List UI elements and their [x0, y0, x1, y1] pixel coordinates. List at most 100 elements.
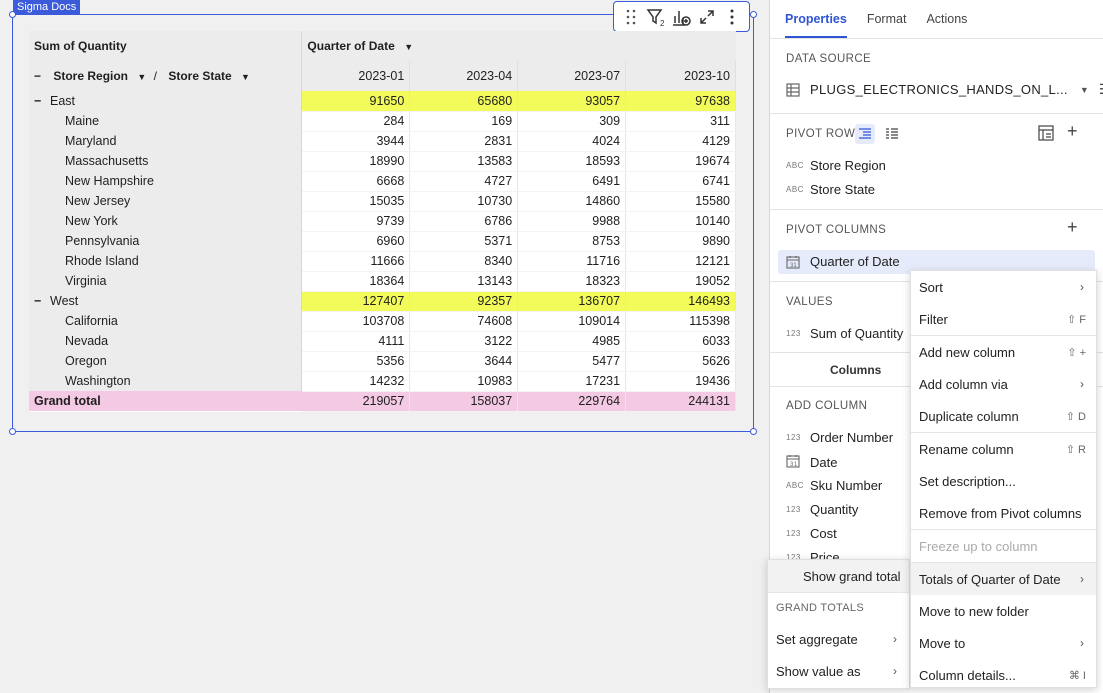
value-cell[interactable]: 169 [409, 111, 519, 132]
state-label[interactable]: Nevada [29, 331, 303, 351]
menu-item-move-to[interactable]: Move to › [911, 627, 1096, 659]
region-label-cell[interactable]: − West [29, 291, 303, 311]
value-cell[interactable]: 9890 [625, 231, 736, 252]
value-cell[interactable]: 103708 [301, 311, 411, 332]
value-header[interactable]: Sum of Quantity [29, 31, 303, 61]
value-cell[interactable]: 8340 [409, 251, 519, 272]
value-cell[interactable]: 19436 [625, 371, 736, 392]
value-item[interactable]: 123 Sum of Quantity [786, 326, 903, 341]
more-options-icon[interactable] [720, 5, 744, 29]
state-label[interactable]: Rhode Island [29, 251, 303, 271]
subtotal-cell[interactable]: 92357 [409, 291, 519, 312]
chevron-down-icon[interactable]: ▼ [1079, 84, 1089, 95]
pivot-row-item[interactable]: ABC Store State [786, 182, 875, 197]
value-cell[interactable]: 5477 [517, 351, 627, 372]
chevron-down-icon[interactable]: ▼ [137, 72, 147, 82]
tab-format[interactable]: Format [866, 12, 907, 26]
add-pivot-column-icon[interactable]: + [1067, 217, 1078, 237]
menu-item-filter[interactable]: Filter ⇧ F [911, 303, 1096, 335]
grand-total-label[interactable]: Grand total [29, 391, 302, 411]
value-cell[interactable]: 10140 [625, 211, 736, 232]
subtotal-cell[interactable]: 93057 [517, 91, 627, 112]
value-cell[interactable]: 13583 [409, 151, 519, 172]
value-cell[interactable]: 4727 [409, 171, 519, 192]
value-cell[interactable]: 5371 [409, 231, 519, 252]
menu-item-set-description[interactable]: Set description... [911, 465, 1096, 497]
value-cell[interactable]: 18323 [517, 271, 627, 292]
add-pivot-row-icon[interactable]: + [1067, 121, 1078, 141]
value-cell[interactable]: 15035 [301, 191, 411, 212]
grand-total-cell[interactable]: 219057 [301, 391, 411, 412]
date-column-header[interactable]: 2023-10 [625, 61, 736, 91]
value-cell[interactable]: 14232 [301, 371, 411, 392]
menu-item-remove-from-pivot-columns[interactable]: Remove from Pivot columns [911, 497, 1096, 529]
flat-layout-icon[interactable] [882, 124, 902, 144]
add-column-item[interactable]: 123 Order Number [786, 430, 893, 445]
state-label[interactable]: Oregon [29, 351, 303, 371]
subtotal-cell[interactable]: 127407 [301, 291, 411, 312]
value-cell[interactable]: 18990 [301, 151, 411, 172]
value-cell[interactable]: 4111 [301, 331, 411, 352]
resize-handle-bottom-right[interactable] [750, 428, 757, 435]
value-cell[interactable]: 3944 [301, 131, 411, 152]
value-cell[interactable]: 4024 [517, 131, 627, 152]
value-cell[interactable]: 284 [301, 111, 411, 132]
value-cell[interactable]: 10730 [409, 191, 519, 212]
subtotal-cell[interactable]: 136707 [517, 291, 627, 312]
date-column-header[interactable]: 2023-07 [517, 61, 627, 91]
show-value-as-item[interactable]: Show value as › [768, 655, 909, 687]
value-cell[interactable]: 2831 [409, 131, 519, 152]
value-cell[interactable]: 9988 [517, 211, 627, 232]
value-cell[interactable]: 6033 [625, 331, 736, 352]
subtotal-cell[interactable]: 91650 [301, 91, 411, 112]
value-cell[interactable]: 4129 [625, 131, 736, 152]
value-cell[interactable]: 3644 [409, 351, 519, 372]
collapse-icon[interactable]: − [34, 294, 42, 308]
value-cell[interactable]: 74608 [409, 311, 519, 332]
row-header-state[interactable]: Store State [168, 69, 232, 83]
value-cell[interactable]: 311 [625, 111, 736, 132]
value-cell[interactable]: 14860 [517, 191, 627, 212]
value-cell[interactable]: 109014 [517, 311, 627, 332]
row-header-region[interactable]: Store Region [53, 69, 129, 83]
menu-item-add-column-via[interactable]: Add column via › [911, 368, 1096, 400]
value-cell[interactable]: 19674 [625, 151, 736, 172]
value-cell[interactable]: 6786 [409, 211, 519, 232]
state-label[interactable]: Maryland [29, 131, 303, 151]
collapse-all-icon[interactable]: − [34, 69, 42, 83]
add-chart-icon[interactable] [669, 5, 693, 29]
value-cell[interactable]: 5356 [301, 351, 411, 372]
state-label[interactable]: New York [29, 211, 303, 231]
value-cell[interactable]: 13143 [409, 271, 519, 292]
value-cell[interactable]: 17231 [517, 371, 627, 392]
menu-item-freeze-up-to-column[interactable]: Freeze up to column [911, 530, 1096, 562]
add-column-item[interactable]: ABC Sku Number [786, 478, 882, 493]
state-label[interactable]: Pennsylvania [29, 231, 303, 251]
grand-total-cell[interactable]: 158037 [409, 391, 519, 412]
add-column-item[interactable]: 123 Cost [786, 526, 837, 541]
value-cell[interactable]: 11716 [517, 251, 627, 272]
state-label[interactable]: Washington [29, 371, 303, 391]
set-aggregate-item[interactable]: Set aggregate › [768, 623, 909, 655]
state-label[interactable]: Maine [29, 111, 303, 131]
indent-layout-icon[interactable] [855, 124, 875, 144]
menu-item-column-details[interactable]: Column details... ⌘ I [911, 659, 1096, 691]
value-cell[interactable]: 6491 [517, 171, 627, 192]
drag-handle-icon[interactable] [619, 5, 643, 29]
pivot-row-item[interactable]: ABC Store Region [786, 158, 886, 173]
pivot-column-item[interactable]: 31 Quarter of Date [786, 254, 900, 269]
show-grand-total-item[interactable]: Show grand total [768, 560, 909, 592]
add-column-item[interactable]: 123 Quantity [786, 502, 858, 517]
value-cell[interactable]: 6741 [625, 171, 736, 192]
collapse-icon[interactable]: − [34, 94, 42, 108]
value-cell[interactable]: 18364 [301, 271, 411, 292]
subtotal-cell[interactable]: 146493 [625, 291, 736, 312]
region-label-cell[interactable]: − East [29, 91, 303, 111]
menu-item-add-new-column[interactable]: Add new column ⇧ + [911, 336, 1096, 368]
menu-item-totals-of-quarter-of-date[interactable]: Totals of Quarter of Date › [911, 563, 1096, 595]
selected-element-frame[interactable] [12, 14, 754, 432]
list-icon[interactable]: ☰ [1099, 81, 1103, 98]
date-column-header[interactable]: 2023-01 [301, 61, 411, 91]
value-cell[interactable]: 8753 [517, 231, 627, 252]
data-source-selector[interactable]: PLUGS_ELECTRONICS_HANDS_ON_L... ▼ ☰ [786, 81, 1103, 98]
